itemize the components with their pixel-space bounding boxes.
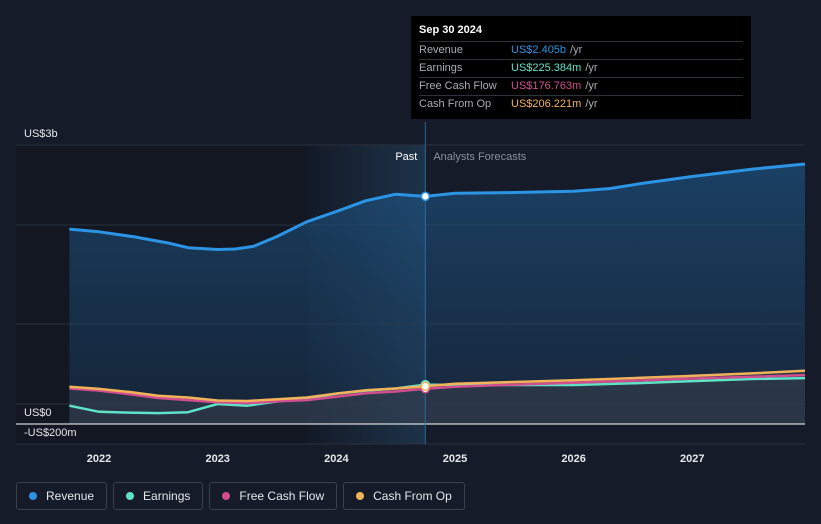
x-tick-label: 2023 — [205, 453, 229, 465]
legend-dot-icon — [126, 492, 135, 500]
tooltip-value: US$176.763m — [511, 80, 582, 92]
current-markers — [420, 191, 431, 394]
tooltip-value: US$206.221m — [511, 98, 582, 110]
free-cash-flow-line — [69, 373, 806, 405]
x-tick-label: 2025 — [443, 453, 467, 465]
tooltip-label: Revenue — [419, 44, 464, 56]
legend-item-free-cash-flow[interactable]: Free Cash Flow — [209, 482, 338, 510]
tooltip-row: Revenue US$2.405b/yr — [419, 41, 743, 59]
legend-item-cash-from-op[interactable]: Cash From Op — [343, 482, 465, 510]
x-tick-label: 2026 — [561, 453, 585, 465]
tooltip-label: Earnings — [419, 62, 463, 74]
x-tick-label: 2022 — [87, 453, 111, 465]
tooltip-date: Sep 30 2024 — [419, 24, 482, 36]
cash-from-op-line — [69, 369, 806, 403]
revenue-line — [69, 162, 806, 251]
legend-item-revenue[interactable]: Revenue — [16, 482, 108, 510]
tooltip-row: Earnings US$225.384m/yr — [419, 59, 743, 77]
series-lines — [69, 162, 806, 415]
cash-from-op-marker — [420, 381, 431, 391]
legend-item-earnings[interactable]: Earnings — [113, 482, 204, 510]
tooltip-row: Cash From Op US$206.221m/yr — [419, 95, 743, 113]
y-tick-label: US$0 — [24, 407, 52, 419]
tooltip-label: Free Cash Flow — [419, 80, 497, 92]
revenue-area — [69, 164, 805, 424]
legend-label: Cash From Op — [373, 489, 452, 503]
x-tick-label: 2027 — [680, 453, 704, 465]
legend-label: Free Cash Flow — [239, 489, 325, 503]
chart-legend: Revenue Earnings Free Cash Flow Cash From O… — [16, 482, 465, 510]
tooltip-value: US$225.384m — [511, 62, 582, 74]
y-tick-label: -US$200m — [24, 427, 77, 439]
x-axis-labels: 2022 2023 2024 2025 2026 2027 — [87, 453, 705, 465]
tooltip-unit: /yr — [570, 44, 583, 56]
revenue-marker — [420, 191, 431, 202]
legend-dot-icon — [29, 492, 37, 500]
tooltip-label: Cash From Op — [419, 98, 492, 110]
tooltip-value: US$2.405b — [511, 44, 567, 56]
tooltip-unit: /yr — [585, 62, 598, 74]
forecast-label: Analysts Forecasts — [433, 151, 526, 163]
y-tick-label: US$3b — [24, 128, 58, 140]
tooltip-row: Free Cash Flow US$176.763m/yr — [419, 77, 743, 95]
hover-tooltip: Sep 30 2024 Revenue US$2.405b/yr Earnings U… — [411, 16, 751, 119]
tooltip-unit: /yr — [585, 98, 598, 110]
past-label: Past — [395, 151, 417, 163]
x-tick-label: 2024 — [324, 453, 349, 465]
legend-label: Earnings — [143, 489, 191, 503]
tooltip-unit: /yr — [585, 80, 598, 92]
legend-dot-icon — [222, 492, 231, 500]
legend-dot-icon — [356, 492, 365, 500]
legend-label: Revenue — [46, 489, 95, 503]
y-axis-labels: US$3b US$0 -US$200m — [24, 128, 77, 439]
tooltip-rows: Revenue US$2.405b/yr Earnings US$225.384m/y… — [419, 41, 743, 113]
